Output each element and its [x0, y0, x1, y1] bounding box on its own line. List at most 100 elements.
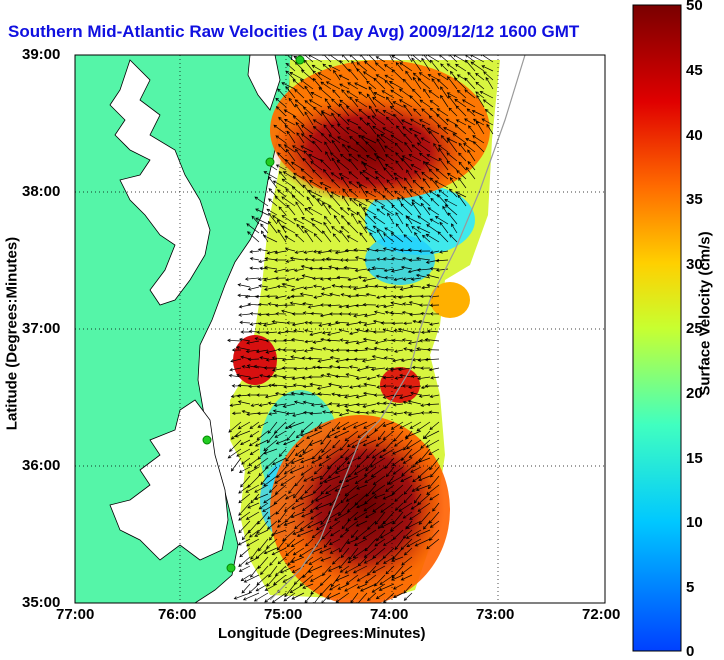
velocity-arrow — [321, 529, 332, 540]
velocity-arrow — [373, 153, 386, 162]
velocity-arrow — [238, 556, 251, 567]
velocity-arrow — [451, 223, 458, 234]
velocity-arrow — [456, 170, 467, 180]
velocity-arrow — [300, 430, 314, 437]
velocity-arrow — [484, 108, 494, 117]
velocity-arrow — [475, 72, 485, 81]
velocity-arrow — [292, 349, 305, 353]
velocity-arrow — [338, 385, 350, 389]
velocity-arrow — [436, 193, 449, 207]
velocity-arrow — [257, 321, 269, 326]
velocity-arrow — [333, 430, 350, 439]
colorbar-tick-label: 15 — [686, 450, 703, 467]
velocity-arrow — [341, 89, 350, 99]
velocity-arrow — [288, 421, 305, 429]
velocity-arrow — [376, 401, 386, 406]
velocity-arrow — [342, 188, 350, 198]
velocity-arrow — [344, 340, 359, 345]
velocity-arrow — [347, 294, 359, 299]
velocity-arrow — [300, 133, 314, 144]
velocity-arrow — [263, 277, 278, 282]
velocity-arrow — [408, 154, 422, 162]
velocity-arrow — [346, 90, 359, 99]
velocity-arrow — [403, 493, 413, 504]
velocity-arrow — [230, 457, 242, 472]
velocity-arrow — [395, 160, 404, 171]
velocity-arrow — [294, 88, 305, 99]
y-tick-label: 37:00 — [22, 320, 61, 337]
velocity-arrow — [348, 365, 359, 369]
velocity-arrow — [274, 276, 287, 281]
velocity-arrow — [392, 358, 404, 363]
velocity-arrow — [331, 421, 341, 432]
colorbar-tick-label: 25 — [686, 320, 703, 337]
velocity-arrow — [394, 439, 404, 447]
velocity-arrow — [330, 172, 341, 180]
velocity-arrow — [373, 393, 386, 397]
velocity-arrow — [389, 105, 404, 117]
y-tick-label: 38:00 — [22, 183, 61, 200]
velocity-arrow — [384, 74, 395, 81]
velocity-arrow — [448, 107, 458, 117]
velocity-arrow — [447, 76, 458, 90]
velocity-arrow — [311, 258, 323, 262]
velocity-arrow — [277, 229, 287, 243]
velocity-arrow — [335, 574, 350, 582]
velocity-arrow — [426, 273, 440, 279]
velocity-arrow — [455, 119, 467, 126]
velocity-arrow — [308, 55, 323, 63]
velocity-arrow — [439, 250, 449, 254]
velocity-arrow — [405, 520, 422, 529]
velocity-arrow — [237, 400, 251, 405]
velocity-arrow — [446, 172, 458, 180]
velocity-arrow — [325, 151, 332, 162]
velocity-arrow — [268, 412, 278, 416]
velocity-arrow — [273, 268, 287, 273]
velocity-arrow — [407, 412, 422, 417]
velocity-arrow — [310, 475, 323, 481]
velocity-arrow — [293, 172, 305, 180]
velocity-arrow — [409, 511, 422, 520]
velocity-arrow — [307, 565, 323, 573]
velocity-arrow — [420, 330, 431, 335]
velocity-arrow — [268, 484, 278, 494]
velocity-arrow — [482, 99, 494, 108]
velocity-arrow — [281, 392, 296, 397]
velocity-arrow — [348, 158, 359, 171]
velocity-arrow — [421, 234, 431, 243]
velocity-arrow — [403, 177, 413, 189]
velocity-arrow — [344, 403, 359, 408]
velocity-arrow — [399, 62, 413, 72]
velocity-arrow — [274, 430, 287, 438]
velocity-arrow — [280, 475, 296, 486]
velocity-arrow — [237, 383, 251, 388]
y-axis-label: Latitude (Degrees:Minutes) — [3, 236, 21, 431]
velocity-arrow — [372, 125, 386, 135]
velocity-arrow — [366, 376, 377, 381]
velocity-arrow — [358, 91, 368, 99]
velocity-arrow — [413, 493, 422, 504]
velocity-arrow — [312, 77, 323, 90]
velocity-arrow — [324, 186, 332, 198]
velocity-arrow — [384, 163, 395, 171]
velocity-arrow — [277, 331, 287, 335]
velocity-arrow — [418, 394, 431, 398]
velocity-arrow — [446, 160, 458, 171]
velocity-arrow — [392, 295, 404, 299]
velocity-arrow — [241, 457, 251, 465]
velocity-arrow — [426, 329, 440, 333]
velocity-arrow — [354, 475, 368, 485]
velocity-arrow — [458, 142, 467, 153]
velocity-arrow — [324, 98, 332, 108]
velocity-arrow — [428, 168, 440, 180]
x-tick-label: 74:00 — [370, 606, 409, 623]
velocity-arrow — [423, 88, 431, 99]
velocity-arrow — [426, 127, 440, 135]
velocity-arrow — [327, 565, 341, 572]
velocity-arrow — [266, 208, 278, 216]
velocity-arrow — [258, 502, 269, 510]
velocity-arrow — [278, 170, 287, 180]
velocity-arrow — [331, 112, 341, 126]
velocity-arrow — [328, 520, 341, 530]
